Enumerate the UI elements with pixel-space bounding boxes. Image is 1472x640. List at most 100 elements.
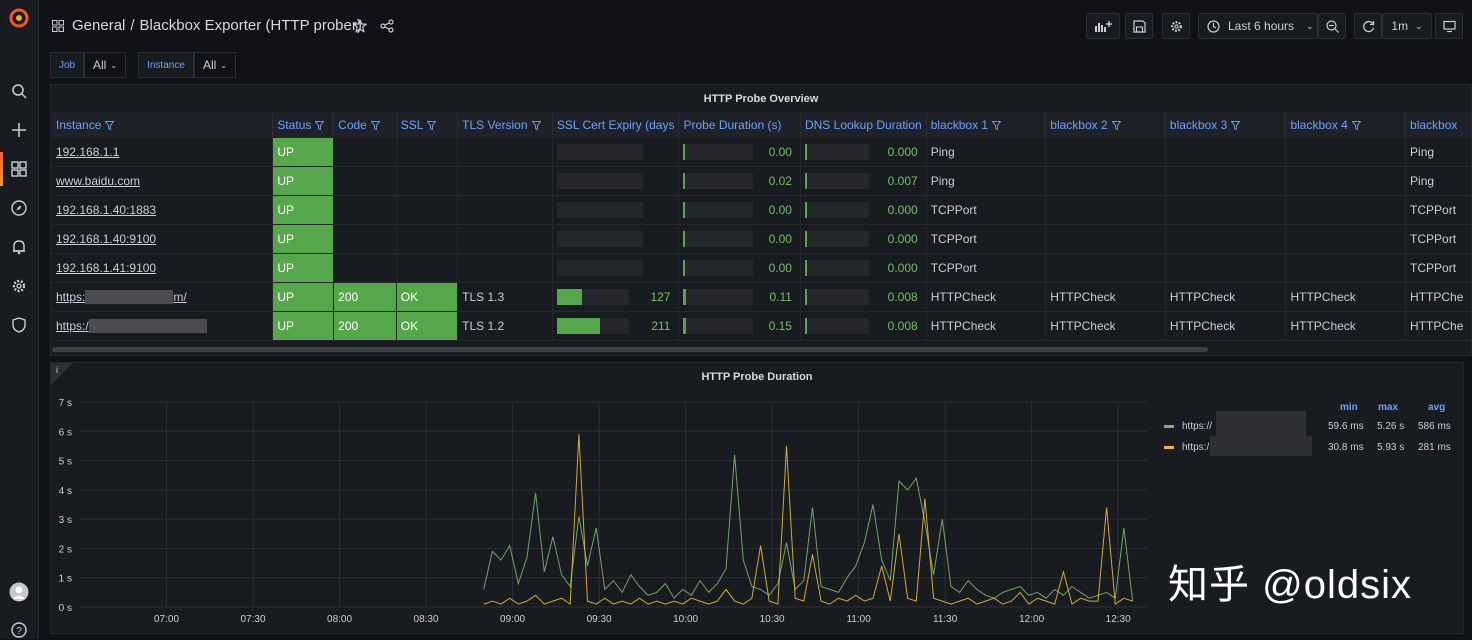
instance-link[interactable]: 192.168.1.41:9100 [52,253,274,283]
cell-value: www.baidu.com [56,174,141,188]
dashboard-settings-button[interactable] [1162,13,1190,39]
cell-value: 192.168.1.41:9100 [56,261,157,275]
legend-header-min[interactable]: min [1340,402,1358,413]
instance-link[interactable]: https: m/ [52,282,274,312]
breadcrumb-folder[interactable]: General [72,17,126,34]
user-avatar-icon[interactable] [9,582,29,602]
column-header-label: blackbox [1410,118,1458,132]
redacted-blur [85,290,174,305]
column-header[interactable]: blackbox 1 [926,112,1047,138]
grafana-logo-icon[interactable] [9,8,29,28]
tls-cell [457,166,553,196]
ssl-cell: OK [396,311,459,341]
probe-duration-cell: 0.00 [678,224,801,254]
column-header-label: blackbox 4 [1290,118,1348,132]
legend-item[interactable]: https:// 59.6 ms 5.26 s 586 ms [1160,411,1456,439]
cell-value: TCPPort [1410,261,1457,275]
svg-text:?: ? [16,626,22,637]
column-header[interactable]: TLS Version [457,112,553,138]
refresh-icon [1362,20,1374,32]
column-header[interactable]: blackbox 2 [1045,112,1166,138]
column-header[interactable]: Instance [52,112,274,138]
blackbox-3-cell [1165,166,1287,196]
instance-link[interactable]: www.baidu.com [52,166,274,196]
column-header[interactable]: Probe Duration (s) [678,112,801,138]
column-header[interactable]: blackbox 3 [1165,112,1287,138]
probe-duration-gauge [683,260,754,276]
legend-series-label: https:/ [1182,442,1210,453]
probe-duration-gauge [683,173,754,189]
cert-expiry-gauge [556,289,629,305]
variable-select-instance[interactable]: All ⌄ [194,52,236,78]
server-admin-shield-icon[interactable] [9,315,29,335]
table-panel-title[interactable]: HTTP Probe Overview [703,93,819,105]
legend-header-avg[interactable]: avg [1428,402,1446,413]
time-picker-button[interactable]: Last 6 hours ⌄ [1198,13,1318,39]
table-horizontal-scrollbar[interactable] [52,347,1208,352]
blackbox-1-cell: TCPPort [926,195,1047,225]
cert-expiry-cell [552,253,680,283]
create-plus-icon[interactable] [9,120,29,140]
dashboards-icon[interactable] [9,159,29,179]
cell-value: 192.168.1.40:9100 [56,232,157,246]
blackbox-4-cell: HTTPCheck [1285,311,1407,341]
table-row: www.baidu.com UP 0.02 0.007 Ping Ping [52,166,1472,196]
column-header[interactable]: SSL [396,112,459,138]
column-header[interactable]: DNS Lookup Duration [800,112,927,138]
column-header[interactable]: SSL Cert Expiry (days [552,112,680,138]
chevron-down-icon: ⌄ [1415,20,1423,31]
code-cell [333,224,397,254]
redacted-blur [1216,411,1306,437]
blackbox-1-cell: TCPPort [926,224,1047,254]
instance-link[interactable]: 192.168.1.40:9100 [52,224,274,254]
blackbox-5-cell: HTTPChe [1405,311,1472,341]
refresh-interval-picker[interactable]: 1m ⌄ [1382,13,1432,39]
tv-mode-button[interactable] [1435,13,1463,39]
star-icon[interactable] [352,18,368,36]
probe-duration-value: 0.02 [768,174,792,188]
column-header-label: blackbox 2 [1050,118,1108,132]
dashboard-title[interactable]: Blackbox Exporter (HTTP prober) [139,17,362,34]
tls-cell: TLS 1.3 [457,282,553,312]
cert-expiry-gauge [556,173,643,189]
legend-header-max[interactable]: max [1378,402,1399,413]
help-icon[interactable]: ? [9,620,29,640]
legend-max: 5.93 s [1377,442,1405,453]
legend-item[interactable]: https:/ 30.8 ms 5.93 s 281 ms [1160,436,1456,460]
refresh-button[interactable] [1354,13,1382,39]
save-dashboard-button[interactable] [1125,13,1153,39]
probe-duration-gauge [683,202,754,218]
cell-value: UP [277,290,295,304]
cell-value: HTTPCheck [1050,319,1116,333]
graph-panel-title[interactable]: HTTP Probe Duration [701,371,813,383]
probe-duration-cell: 0.00 [678,253,801,283]
alerting-bell-icon[interactable] [9,237,29,257]
share-icon[interactable] [380,19,394,36]
instance-link[interactable]: 192.168.1.1 [52,138,274,167]
column-header[interactable]: Status [272,112,335,138]
cell-value: HTTPCheck [1169,290,1236,304]
cell-value: OK [400,319,419,333]
blackbox-3-cell [1165,138,1287,167]
blackbox-1-cell: Ping [926,166,1047,196]
configuration-gear-icon[interactable] [9,276,29,296]
blackbox-1-cell: Ping [926,138,1047,167]
info-icon[interactable]: i [56,365,58,375]
add-panel-button[interactable] [1086,13,1120,39]
zoom-out-button[interactable] [1318,13,1346,39]
column-header[interactable]: blackbox 4 [1285,112,1407,138]
cell-value: TLS 1.3 [462,290,505,304]
variable-select-job[interactable]: All ⌄ [84,52,126,78]
ssl-cell [396,224,459,254]
cell-value: HTTPCheck [1290,319,1356,333]
dns-lookup-cell: 0.000 [800,138,927,167]
search-icon[interactable] [9,81,29,101]
instance-link[interactable]: 192.168.1.40:1883 [52,195,274,225]
column-header[interactable]: blackbox [1405,112,1472,138]
filter-icon [992,121,1002,130]
explore-compass-icon[interactable] [9,198,29,218]
instance-link[interactable]: https:/ [52,311,274,341]
panel-info-corner[interactable] [51,363,73,385]
cell-value: 192.168.1.1 [56,145,120,159]
column-header[interactable]: Code [333,112,397,138]
